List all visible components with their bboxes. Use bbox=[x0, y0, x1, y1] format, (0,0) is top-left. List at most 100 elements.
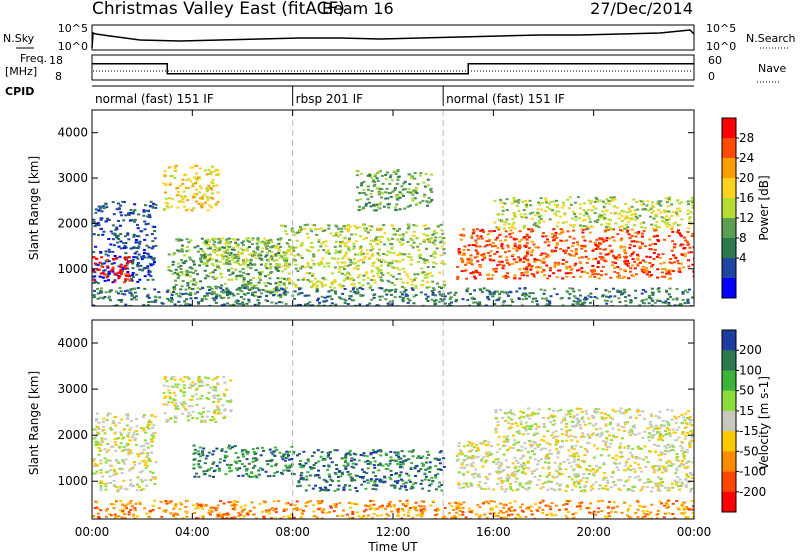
power-echo-cell bbox=[522, 260, 526, 263]
power-echo-cell bbox=[463, 269, 467, 272]
power-echo-cell bbox=[685, 240, 689, 243]
power-echo-cell bbox=[404, 295, 408, 298]
power-echo-cell bbox=[562, 250, 566, 252]
velocity-echo-cell bbox=[119, 433, 123, 436]
velocity-echo-cell bbox=[477, 449, 480, 451]
velocity-echo-cell bbox=[191, 410, 195, 413]
power-echo-cell bbox=[307, 265, 310, 268]
power-echo-cell bbox=[401, 233, 405, 236]
power-echo-cell bbox=[626, 226, 630, 229]
power-echo-cell bbox=[198, 288, 202, 291]
velocity-echo-cell bbox=[465, 482, 469, 485]
power-echo-cell bbox=[133, 203, 137, 206]
power-echo-cell bbox=[144, 204, 147, 207]
power-echo-cell bbox=[553, 212, 557, 215]
power-echo-cell bbox=[189, 292, 193, 295]
velocity-echo-cell bbox=[650, 465, 654, 468]
velocity-echo-cell bbox=[241, 453, 245, 456]
power-echo-cell bbox=[648, 256, 652, 259]
power-echo-cell bbox=[660, 220, 664, 223]
power-echo-cell bbox=[110, 262, 114, 265]
velocity-echo-cell bbox=[462, 459, 466, 462]
velocity-echo-cell bbox=[146, 446, 150, 449]
velocity-echo-cell bbox=[273, 472, 277, 475]
velocity-echo-cell bbox=[181, 412, 185, 415]
power-echo-cell bbox=[120, 292, 124, 295]
power-echo-cell bbox=[527, 295, 531, 298]
velocity-echo-cell bbox=[269, 460, 273, 463]
power-echo-cell bbox=[431, 233, 435, 236]
power-echo-cell bbox=[640, 203, 644, 206]
power-echo-cell bbox=[511, 254, 515, 256]
power-echo-cell bbox=[201, 198, 205, 200]
power-echo-cell bbox=[686, 244, 690, 247]
velocity-echo-cell bbox=[288, 458, 292, 461]
power-echo-cell bbox=[507, 250, 511, 253]
power-echo-cell bbox=[648, 215, 652, 218]
power-echo-cell bbox=[667, 293, 671, 296]
power-echo-cell bbox=[247, 300, 251, 303]
power-echo-cell bbox=[541, 232, 545, 234]
power-echo-cell bbox=[613, 266, 617, 269]
power-echo-cell bbox=[540, 208, 544, 211]
power-echo-cell bbox=[522, 209, 526, 212]
velocity-echo-cell bbox=[148, 419, 152, 422]
power-echo-cell bbox=[377, 304, 381, 306]
power-echo-cell bbox=[240, 290, 244, 293]
power-echo-cell bbox=[272, 287, 276, 290]
velocity-echo-cell bbox=[469, 463, 473, 466]
power-echo-cell bbox=[232, 253, 236, 256]
power-echo-cell bbox=[391, 259, 395, 262]
power-echo-cell bbox=[407, 187, 411, 190]
power-echo-cell bbox=[470, 235, 474, 238]
power-echo-cell bbox=[551, 236, 555, 239]
power-echo-cell bbox=[144, 223, 148, 226]
power-echo-cell bbox=[578, 207, 582, 210]
power-echo-cell bbox=[177, 295, 181, 297]
power-echo-cell bbox=[334, 303, 338, 306]
velocity-echo-cell bbox=[118, 445, 122, 448]
velocity-echo-cell bbox=[483, 461, 487, 464]
power-echo-cell bbox=[153, 300, 157, 303]
velocity-echo-cell bbox=[495, 451, 499, 454]
power-echo-cell bbox=[132, 211, 136, 213]
velocity-echo-cell bbox=[655, 444, 659, 447]
velocity-echo-cell bbox=[654, 450, 658, 453]
power-echo-cell bbox=[235, 244, 238, 247]
power-echo-cell bbox=[134, 256, 138, 259]
power-echo-cell bbox=[308, 304, 312, 306]
power-echo-cell bbox=[687, 227, 691, 230]
power-echo-cell bbox=[459, 238, 463, 241]
velocity-echo-cell bbox=[511, 489, 515, 492]
power-echo-cell bbox=[118, 224, 122, 227]
velocity-echo-cell bbox=[665, 446, 668, 449]
velocity-echo-cell bbox=[416, 457, 420, 459]
power-echo-cell bbox=[207, 244, 211, 247]
power-echo-cell bbox=[530, 272, 534, 275]
velocity-echo-cell bbox=[549, 487, 553, 490]
power-echo-cell bbox=[104, 291, 108, 294]
power-echo-cell bbox=[520, 238, 524, 241]
power-echo-cell bbox=[332, 286, 336, 289]
power-echo-cell bbox=[282, 282, 286, 285]
power-echo-cell bbox=[270, 301, 274, 304]
velocity-echo-cell bbox=[212, 470, 216, 473]
power-echo-cell bbox=[570, 267, 574, 270]
power-echo-cell bbox=[240, 286, 244, 289]
power-echo-cell bbox=[130, 259, 134, 262]
date-label: 27/Dec/2014 bbox=[590, 0, 693, 18]
power-echo-cell bbox=[448, 298, 452, 301]
velocity-echo-cell bbox=[307, 484, 311, 487]
power-echo-cell bbox=[602, 205, 606, 208]
velocity-echo-cell bbox=[399, 457, 403, 460]
power-echo-cell bbox=[133, 220, 136, 223]
power-echo-cell bbox=[328, 286, 332, 289]
velocity-echo-cell bbox=[212, 394, 215, 397]
power-echo-cell bbox=[613, 198, 617, 201]
velocity-echo-cell bbox=[191, 395, 195, 398]
power-colorbar-swatch bbox=[722, 118, 736, 139]
velocity-echo-cell bbox=[342, 464, 346, 467]
power-echo-cell bbox=[393, 233, 397, 236]
power-echo-cell bbox=[177, 300, 181, 303]
velocity-echo-cell bbox=[474, 468, 478, 471]
